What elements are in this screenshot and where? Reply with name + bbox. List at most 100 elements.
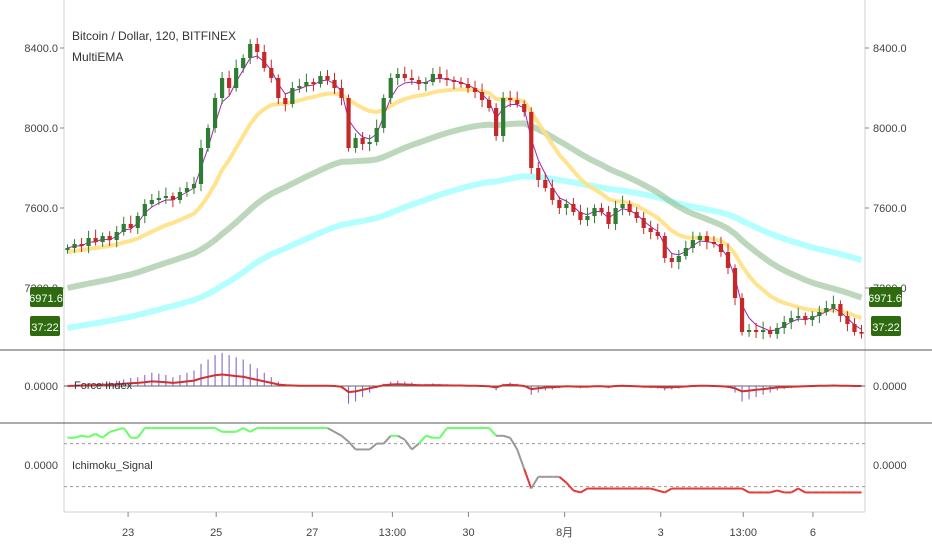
signal-segment [403,439,413,451]
axis-layer: 8400.08400.08000.08000.07600.07600.07200… [24,43,906,539]
candle-body [234,68,239,88]
candle-body [522,104,527,112]
candle-body [191,184,197,188]
signal-segment [74,434,82,439]
candle-body [367,142,372,144]
candle-body [606,212,611,224]
candle-body [227,78,232,88]
candle-body [458,82,464,84]
candle-body [198,148,204,184]
signal-segment [334,430,343,437]
candle-body [86,238,91,246]
candle-body [768,330,773,334]
candle-body [564,204,569,208]
x-tick-label: 25 [210,527,222,539]
ema-line-2 [67,87,863,320]
candle-body [416,80,421,84]
candle-body [346,98,351,148]
candle-body [297,86,302,88]
candle-body [676,256,681,262]
candle-body [775,328,780,334]
signal-segment [579,487,588,494]
signal-segment [530,476,540,490]
candle-body [325,76,330,80]
candle-body [641,218,646,228]
y-tick-label-left: 7600.0 [24,203,58,215]
candle-body [444,78,450,80]
candle-body [121,224,126,232]
x-tick-label: 23 [122,527,134,539]
candle-body [838,304,843,316]
signal-segment [425,434,434,439]
candle-body [451,80,457,82]
y-tick-label-left: 8000.0 [24,123,58,135]
chart-title: Bitcoin / Dollar, 120, BITFINEX [72,29,236,43]
candle-body [93,238,98,242]
price-badge-left: 6971.6 [29,287,63,307]
candle-body [318,76,323,84]
candle-body [782,322,787,328]
candle-body [423,82,428,84]
candle-body [402,74,407,78]
candle-body [718,244,724,252]
candle-body [388,78,393,98]
indicator-label: MultiEMA [72,50,123,64]
signal-segment [136,427,146,439]
candle-body [725,252,731,268]
force-index-pane: 0.0000 0.0000 [24,352,907,404]
candle-body [704,236,710,242]
price-badge-left-text: 6971.6 [29,293,63,305]
candle-body [669,258,674,262]
candle-body [100,236,105,242]
candle-body [824,308,829,312]
candle-body [114,232,119,240]
x-tick-label: 13:00 [379,527,407,539]
signal-segment [418,435,427,445]
ema-line-4 [66,173,863,331]
signal-segment [439,427,448,439]
candle-body [761,330,766,332]
signal-segment [88,432,97,438]
candle-body [620,204,625,208]
candle-body [184,188,190,192]
ichimoku-signal-pane: 0.0000 0.0000 [24,426,907,494]
candle-body [149,200,154,204]
candle-body [845,316,850,324]
candle-body [170,196,176,200]
signal-segment [790,487,799,494]
candle-body [248,44,253,58]
signal-tick-label-right: 0.0000 [873,460,907,472]
force-tick-label-right: 0.0000 [873,381,907,393]
signal-segment [565,482,575,492]
price-badge-right: 6971.6 [868,287,902,307]
y-tick-label-right: 7600.0 [873,203,907,215]
candle-body [515,100,520,104]
candle-body [156,198,161,200]
candle-body [395,74,400,78]
candle-body [739,298,745,332]
countdown-badge-right: 37:22 [871,316,901,336]
x-tick-label: 6 [810,527,816,539]
candle-body [79,244,84,246]
signal-segment [327,427,335,433]
candle-body [409,78,414,80]
candle-body [177,192,183,200]
candle-body [627,204,632,212]
grid [0,0,932,513]
candle-body [529,112,534,168]
signal-segment [411,442,420,451]
candle-body [648,228,653,232]
candle-body [810,316,815,320]
candle-body [550,188,555,200]
candle-body [311,82,316,84]
candle-body [585,216,590,220]
signal-segment [369,442,378,451]
signal-segment [249,427,258,433]
candle-body [255,44,260,52]
candle-body [501,98,506,136]
candle-body [690,240,695,248]
signal-segment [741,487,750,494]
candle-body [465,84,471,88]
candle-body [803,316,808,320]
